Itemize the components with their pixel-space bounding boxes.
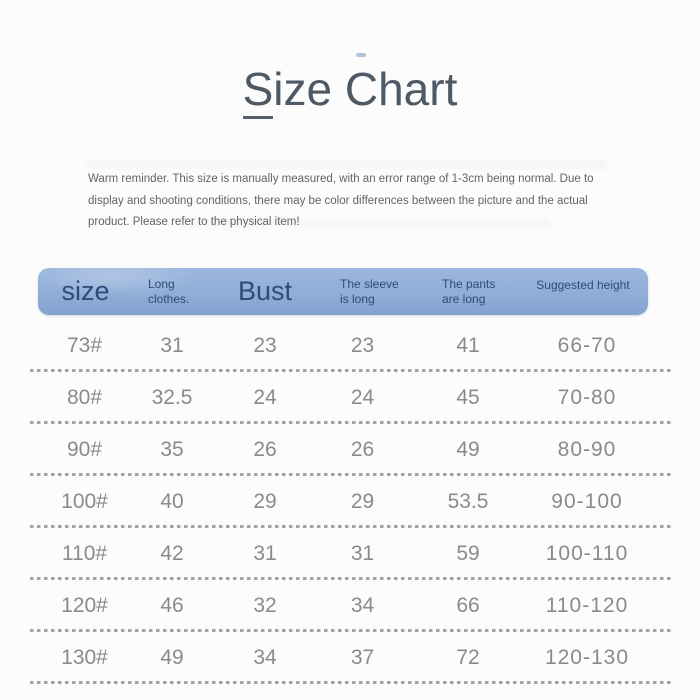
header-long-clothes-line2: clothes. [148,291,190,306]
warm-reminder-text: Warm reminder. This size is manually mea… [88,173,594,228]
table-cell: 31 [160,334,184,357]
header-bust: Bust [237,276,293,306]
table-row: 80# 32.5 24 24 45 70-80 [30,372,672,424]
header-size: size [61,276,110,306]
table-cell: 120# [61,594,108,617]
table-header-background [38,268,648,315]
row-divider [30,629,672,632]
background-noise-band [86,160,608,169]
table-cell: 26 [350,438,375,461]
row-divider [30,369,672,372]
table-cell: 31 [350,542,375,565]
table-body: 73# 31 23 23 41 66-70 80# 32.5 24 24 45 70-80 90# 35 2… [30,320,672,684]
table-row: 100# 40 29 29 53.5 90-100 [30,476,672,528]
header-pants-line2: are long [442,291,486,306]
header-sleeve-line2: is long [340,291,375,306]
table-cell: 37 [350,646,375,669]
page-title-rest: ize Chart [273,63,458,115]
table-cell: 100# [61,490,108,513]
table-cell: 72 [456,646,480,669]
table-cell: 23 [253,334,277,357]
table-row: 120# 46 32 34 66 110-120 [30,580,672,632]
table-cell: 90-100 [551,490,623,513]
header-pants-line1: The pants [442,276,496,291]
table-cell: 66-70 [557,334,617,357]
table-cell: 80-90 [557,438,617,461]
table-cell: 46 [160,594,184,617]
table-cell: 23 [350,334,375,357]
table-cell: 26 [253,438,277,461]
header-long-clothes: Long clothes. [127,277,217,307]
table-cell: 42 [160,542,184,565]
row-divider [30,473,672,476]
table-cell: 100-110 [545,542,629,565]
table-row: 90# 35 26 26 49 80-90 [30,424,672,476]
row-divider [30,577,672,580]
table-cell: 40 [160,490,184,513]
table-cell: 80# [66,386,103,409]
table-cell: 49 [456,438,480,461]
size-table: size Long clothes. Bust The sleeve is lo… [30,268,672,684]
table-cell: 32 [253,594,277,617]
table-header-row: size Long clothes. Bust The sleeve is lo… [30,268,670,315]
header-sleeve-line1: The sleeve [340,276,399,291]
table-cell: 130# [61,646,108,669]
table-cell: 53.5 [447,490,489,513]
row-divider [30,525,672,528]
table-cell: 24 [350,386,375,409]
table-cell: 110# [61,542,108,565]
table-row: 110# 42 31 31 59 100-110 [30,528,672,580]
table-cell: 32.5 [151,386,193,409]
header-long-clothes-line1: Long [148,276,175,291]
table-cell: 34 [350,594,375,617]
table-cell: 66 [456,594,480,617]
table-cell: 29 [253,490,277,513]
table-cell: 35 [160,438,184,461]
table-cell: 49 [160,646,184,669]
row-divider [30,681,672,684]
page-title: Size Chart [0,62,700,119]
table-cell: 34 [253,646,277,669]
table-cell: 73# [66,334,103,357]
title-accent-mark [356,53,366,57]
table-cell: 70-80 [557,386,617,409]
table-cell: 41 [456,334,480,357]
table-row: 73# 31 23 23 41 66-70 [30,320,672,372]
table-cell: 90# [66,438,103,461]
header-pants: The pants are long [412,277,524,307]
table-cell: 24 [253,386,277,409]
page-title-first-letter: S [242,63,274,119]
header-sleeve: The sleeve is long [313,277,412,307]
row-divider [30,421,672,424]
table-cell: 59 [456,542,480,565]
table-cell: 120-130 [544,646,630,669]
header-suggested-height: Suggested height [536,278,630,292]
table-cell: 31 [253,542,277,565]
table-row: 130# 49 34 37 72 120-130 [30,632,672,684]
table-header-grid: size Long clothes. Bust The sleeve is lo… [30,268,670,315]
background-noise-band [180,218,550,228]
table-cell: 29 [350,490,375,513]
table-cell: 110-120 [545,594,629,617]
table-cell: 45 [456,386,480,409]
